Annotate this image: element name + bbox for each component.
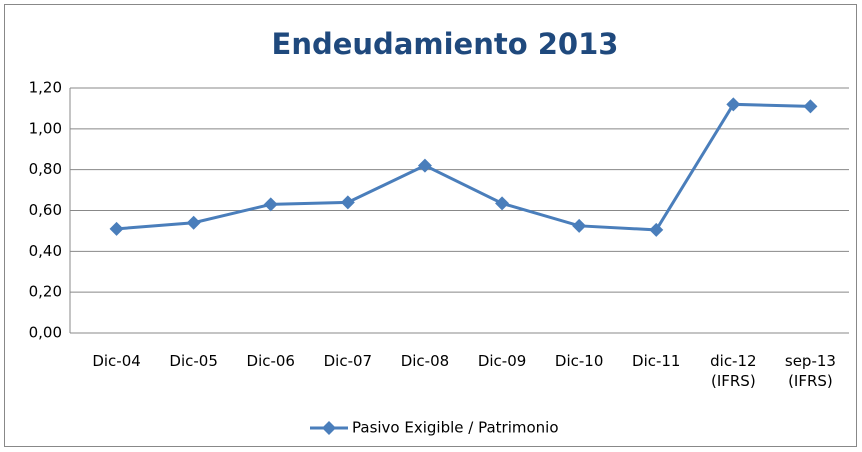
- legend-label: Pasivo Exigible / Patrimonio: [352, 419, 559, 437]
- data-point: [649, 222, 664, 237]
- data-point: [186, 215, 201, 230]
- y-tick-label: 0,00: [29, 324, 62, 342]
- data-point: [572, 218, 587, 233]
- legend-marker: [322, 421, 336, 435]
- data-point: [109, 221, 124, 236]
- x-tick-label: Dic-10: [554, 352, 604, 370]
- data-point: [495, 196, 510, 211]
- y-tick-label: 0,80: [29, 160, 62, 178]
- x-tick-label: Dic-04: [92, 352, 141, 370]
- y-tick-label: 1,20: [29, 79, 62, 97]
- series-line: [116, 102, 811, 232]
- x-tick-label: dic-12 (IFRS): [710, 352, 757, 390]
- x-tick-label: sep-13 (IFRS): [784, 352, 836, 390]
- y-tick-label: 0,40: [29, 242, 62, 260]
- data-point: [726, 97, 741, 112]
- x-tick-label: Dic-07: [323, 352, 373, 370]
- y-tick-label: 0,60: [29, 201, 62, 219]
- x-tick-label: Dic-09: [477, 352, 527, 370]
- x-tick-label: Dic-08: [400, 352, 450, 370]
- data-point: [417, 158, 432, 173]
- chart-title: Endeudamiento 2013: [272, 27, 619, 61]
- data-point: [803, 99, 818, 114]
- data-point: [340, 195, 355, 210]
- data-point: [263, 197, 278, 212]
- y-tick-label: 1,00: [29, 119, 62, 137]
- x-tick-label: Dic-11: [632, 352, 681, 370]
- y-tick-label: 0,20: [29, 283, 62, 301]
- x-tick-label: Dic-06: [246, 352, 295, 370]
- x-tick-label: Dic-05: [169, 352, 218, 370]
